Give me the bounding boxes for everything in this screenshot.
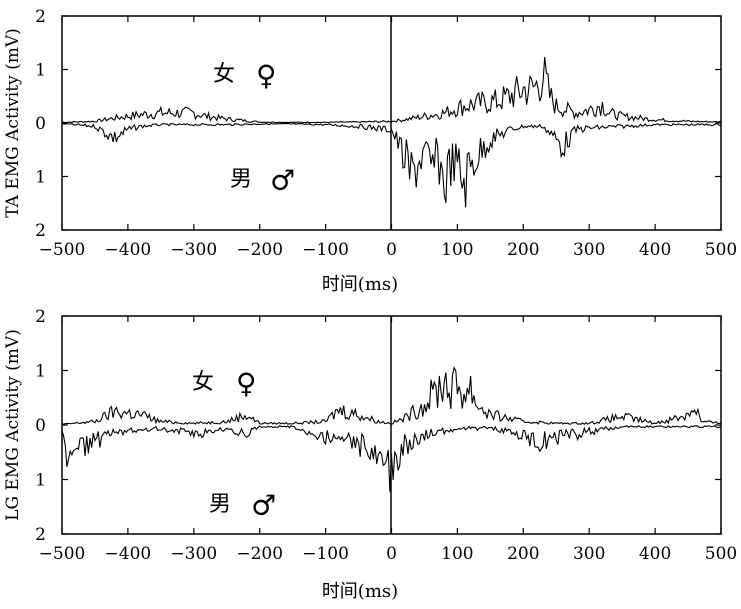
- female-label: 女: [192, 370, 214, 395]
- x-tick-label: −500: [39, 240, 86, 260]
- y-tick-label: 1: [35, 168, 46, 188]
- female-symbol: ♀: [256, 59, 276, 92]
- y-axis-label: LG EMG Activity (mV): [3, 329, 23, 521]
- y-tick-label: 2: [35, 7, 46, 27]
- x-tick-label: −500: [39, 544, 86, 564]
- x-tick-label: −100: [302, 544, 349, 564]
- x-tick-label: −400: [105, 544, 152, 564]
- x-tick-label: 300: [573, 544, 605, 564]
- y-tick-label: 1: [35, 61, 46, 81]
- y-tick-label: 0: [35, 114, 46, 134]
- male-symbol: ♂: [270, 164, 295, 197]
- x-tick-label: 400: [639, 240, 671, 260]
- x-tick-label: 200: [507, 544, 539, 564]
- female-symbol: ♀: [236, 367, 256, 400]
- x-tick-label: 200: [507, 240, 539, 260]
- y-tick-label: 2: [35, 307, 46, 327]
- male-symbol: ♂: [251, 489, 276, 522]
- x-tick-label: 100: [441, 544, 473, 564]
- x-tick-label: 0: [386, 240, 397, 260]
- x-tick-label: −100: [302, 240, 349, 260]
- lg-emg-panel: LG EMG Activity (mV) 时间(ms) 女 ♀ 男 ♂ −500…: [3, 307, 737, 602]
- y-tick-label: 2: [35, 221, 46, 241]
- male-label: 男: [209, 492, 231, 517]
- x-tick-label: 300: [573, 240, 605, 260]
- x-tick-label: −200: [236, 240, 283, 260]
- x-tick-label: −300: [170, 544, 217, 564]
- y-tick-label: 2: [35, 525, 46, 545]
- y-axis-label: TA EMG Activity (mV): [3, 28, 23, 218]
- y-tick-label: 0: [35, 416, 46, 436]
- ta-emg-panel: TA EMG Activity (mV) 时间(ms) 女 ♀ 男 ♂ −500…: [3, 7, 737, 295]
- x-tick-label: 0: [386, 544, 397, 564]
- x-tick-label: 500: [705, 544, 737, 564]
- x-axis-label: 时间(ms): [322, 274, 398, 295]
- male-label: 男: [230, 167, 252, 192]
- x-tick-label: −300: [170, 240, 217, 260]
- female-label: 女: [213, 62, 235, 87]
- x-tick-label: 100: [441, 240, 473, 260]
- y-tick-label: 1: [35, 362, 46, 382]
- x-tick-label: −400: [105, 240, 152, 260]
- x-tick-label: −200: [236, 544, 283, 564]
- x-axis-label: 时间(ms): [322, 581, 398, 602]
- y-tick-label: 1: [35, 471, 46, 491]
- x-tick-label: 400: [639, 544, 671, 564]
- x-tick-label: 500: [705, 240, 737, 260]
